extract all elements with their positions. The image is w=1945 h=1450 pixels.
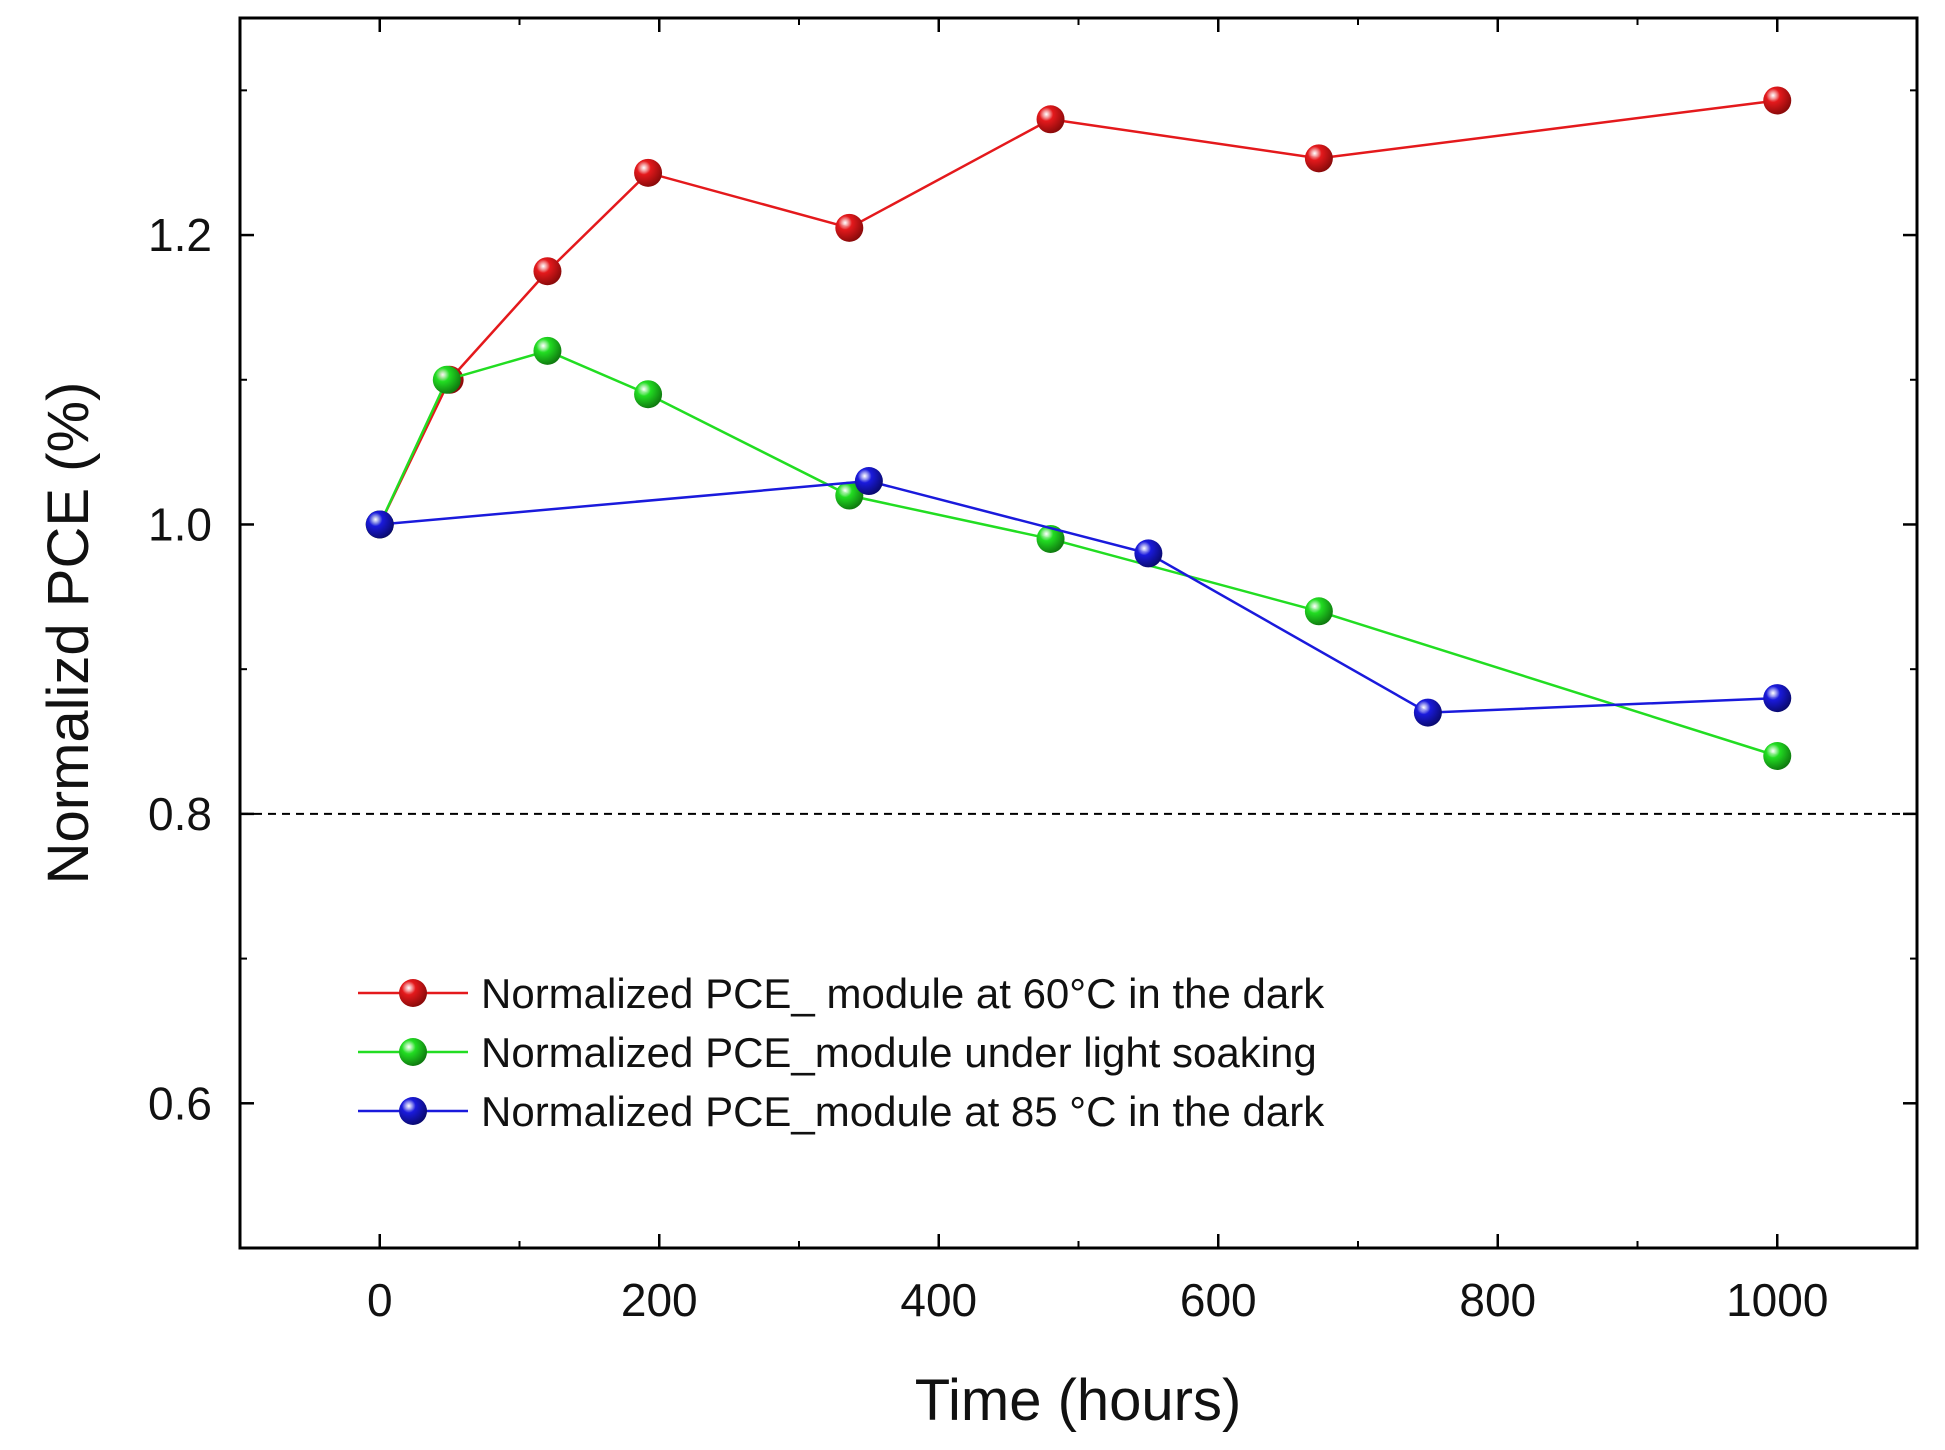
x-axis-title: Time (hours) — [915, 1368, 1242, 1433]
series-1 — [365, 336, 1792, 770]
legend-label-60c: Normalized PCE_ module at 60°C in the da… — [481, 970, 1325, 1017]
data-point — [1413, 698, 1442, 727]
legend-entry-60c: Normalized PCE_ module at 60°C in the da… — [358, 970, 1325, 1017]
x-tick-label: 1000 — [1726, 1274, 1828, 1326]
y-tick-label: 1.0 — [148, 498, 212, 550]
legend-marker-85c — [399, 1097, 427, 1125]
legend-marker-light-soaking — [399, 1038, 427, 1066]
series-layer — [365, 86, 1792, 770]
axis-ticks: 0 200 400 600 800 1000 0.6 0.8 1.0 1.2 — [148, 18, 1918, 1326]
y-axis-title: Normalizd PCE (%) — [36, 382, 101, 885]
data-point — [634, 380, 663, 409]
series-line-2 — [379, 479, 1778, 714]
data-point — [634, 158, 663, 187]
x-tick-label: 200 — [621, 1274, 698, 1326]
series-line-0 — [378, 99, 1778, 526]
data-point — [365, 510, 394, 539]
y-tick-label: 0.8 — [148, 788, 212, 840]
legend-entry-85c: Normalized PCE_module at 85 °C in the da… — [358, 1088, 1325, 1135]
legend-marker-60c — [399, 979, 427, 1007]
legend-entry-light-soaking: Normalized PCE_module under light soakin… — [358, 1029, 1317, 1076]
data-point — [533, 257, 562, 286]
x-tick-label: 800 — [1459, 1274, 1536, 1326]
data-point — [1036, 524, 1065, 553]
data-point — [432, 365, 461, 394]
data-point — [1304, 144, 1333, 173]
data-point — [1134, 539, 1163, 568]
data-point — [533, 336, 562, 365]
data-point — [1763, 684, 1792, 713]
x-tick-label: 0 — [367, 1274, 393, 1326]
y-tick-label: 0.6 — [148, 1077, 212, 1129]
data-point — [1763, 742, 1792, 770]
data-point — [835, 481, 864, 510]
series-2 — [365, 467, 1792, 727]
data-point — [854, 467, 883, 496]
data-point — [1304, 597, 1333, 626]
series-line-1 — [378, 349, 1778, 758]
legend: Normalized PCE_ module at 60°C in the da… — [358, 970, 1325, 1135]
x-tick-label: 400 — [900, 1274, 977, 1326]
data-point — [1763, 86, 1792, 115]
series-0 — [365, 86, 1792, 539]
y-tick-label: 1.2 — [148, 209, 212, 261]
data-point — [1036, 105, 1065, 134]
x-tick-label: 600 — [1180, 1274, 1257, 1326]
legend-label-light-soaking: Normalized PCE_module under light soakin… — [481, 1029, 1317, 1076]
legend-label-85c: Normalized PCE_module at 85 °C in the da… — [481, 1088, 1325, 1135]
data-point — [835, 213, 864, 242]
